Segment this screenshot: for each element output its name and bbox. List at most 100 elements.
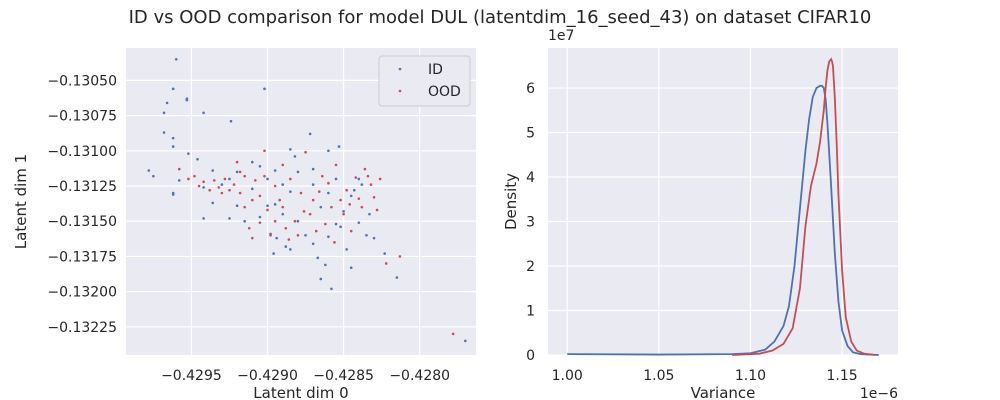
kde-x-tick-label: 1.00 (552, 368, 583, 384)
id-point (251, 160, 254, 164)
id-point (174, 57, 178, 61)
id-point (372, 236, 376, 240)
kde-y-tick-label: 5 (526, 126, 535, 142)
ood-point (289, 177, 292, 181)
kde-y-tick-label: 0 (526, 348, 535, 364)
id-point (229, 119, 233, 123)
id-point (365, 233, 368, 237)
id-point (319, 205, 323, 209)
scatter-y-tick-label: −0.13200 (47, 285, 117, 301)
kde-x-tick-label: 1.05 (643, 368, 674, 384)
scatter-y-tick-label: −0.13075 (47, 109, 117, 125)
kde-x-scale-label: 1e−6 (860, 386, 898, 400)
scatter-y-tick-label: −0.13125 (47, 179, 117, 195)
legend-id-label: ID (428, 62, 443, 78)
ood-point (266, 208, 269, 212)
id-point (220, 183, 224, 186)
scatter-x-tick-label: −0.4290 (237, 368, 298, 384)
ood-point (311, 198, 315, 202)
ood-point (348, 203, 351, 206)
id-point (311, 183, 315, 186)
id-point (330, 287, 333, 291)
id-point (368, 212, 371, 216)
scatter-x-tick-labels: −0.4295 −0.4290 −0.4285 −0.4280 (161, 368, 450, 384)
ood-point (357, 197, 361, 200)
id-point (327, 235, 330, 239)
id-point (327, 149, 330, 153)
id-point (266, 177, 269, 181)
id-point (349, 194, 353, 198)
legend-ood-marker (398, 89, 402, 93)
scatter-points (147, 57, 467, 343)
ood-point (302, 210, 306, 213)
id-point (311, 167, 315, 171)
ood-point (243, 174, 246, 178)
ood-point (360, 205, 364, 209)
ood-point (273, 219, 277, 223)
id-point (266, 204, 269, 208)
id-point (339, 225, 342, 229)
id-point (196, 157, 199, 161)
id-point (296, 219, 300, 223)
id-point (357, 177, 361, 181)
scatter-x-tick-label: −0.4285 (313, 368, 374, 384)
ood-point (269, 233, 272, 237)
id-point (334, 222, 338, 226)
id-point (360, 183, 364, 186)
ood-point (339, 198, 342, 202)
id-point (202, 186, 205, 189)
ood-point (334, 163, 338, 167)
id-point (273, 169, 277, 172)
id-point (162, 131, 166, 134)
ood-point (232, 183, 236, 186)
ood-point (212, 179, 216, 182)
ood-point (330, 205, 333, 209)
scatter-chart: −0.4295 −0.4290 −0.4285 −0.4280 −0.13050−0.… (12, 48, 476, 400)
id-point (383, 252, 386, 255)
legend-ood-label: OOD (428, 84, 461, 100)
figure-suptitle: ID vs OOD comparison for model DUL (late… (129, 7, 872, 28)
kde-y-tick-labels: 0 1 2 3 4 5 6 (526, 81, 535, 364)
scatter-legend: ID OOD (378, 55, 471, 107)
kde-chart: 1.00 1.05 1.10 1.15 0 1 2 3 4 5 6 Variance Densit… (502, 28, 898, 400)
id-point (162, 111, 166, 115)
id-point (304, 233, 307, 237)
ood-point (324, 222, 327, 226)
id-point (275, 236, 278, 240)
id-point (171, 136, 175, 140)
ood-point (378, 177, 382, 181)
ood-point (243, 205, 246, 209)
ood-point (363, 167, 367, 171)
ood-point (281, 163, 285, 167)
kde-y-tick-label: 4 (526, 170, 535, 186)
legend-id-marker (398, 67, 402, 71)
kde-y-scale-label: 1e7 (548, 28, 574, 44)
id-point (187, 152, 190, 155)
ood-point (314, 229, 318, 233)
ood-point (384, 262, 388, 265)
ood-point (398, 255, 402, 258)
id-point (289, 190, 292, 193)
scatter-y-tick-label: −0.13100 (47, 144, 117, 160)
ood-point (296, 233, 300, 237)
id-point (243, 219, 246, 223)
ood-point (208, 188, 211, 192)
ood-point (258, 221, 262, 224)
kde-y-tick-label: 1 (526, 304, 535, 320)
id-point (308, 132, 312, 136)
id-point (352, 188, 356, 192)
ood-point (321, 174, 324, 178)
ood-point (235, 160, 239, 164)
id-point (289, 248, 292, 251)
ood-point (263, 149, 266, 153)
kde-id-series-line (567, 84, 879, 356)
id-point (235, 204, 239, 208)
scatter-y-axis-label: Latent dim 1 (12, 154, 30, 249)
ood-point (284, 226, 288, 230)
ood-point (287, 238, 291, 241)
scatter-y-tick-label: −0.13175 (47, 249, 117, 265)
id-point (177, 179, 181, 182)
scatter-x-tick-label: −0.4295 (161, 368, 222, 384)
id-point (228, 177, 231, 181)
id-point (152, 174, 155, 178)
